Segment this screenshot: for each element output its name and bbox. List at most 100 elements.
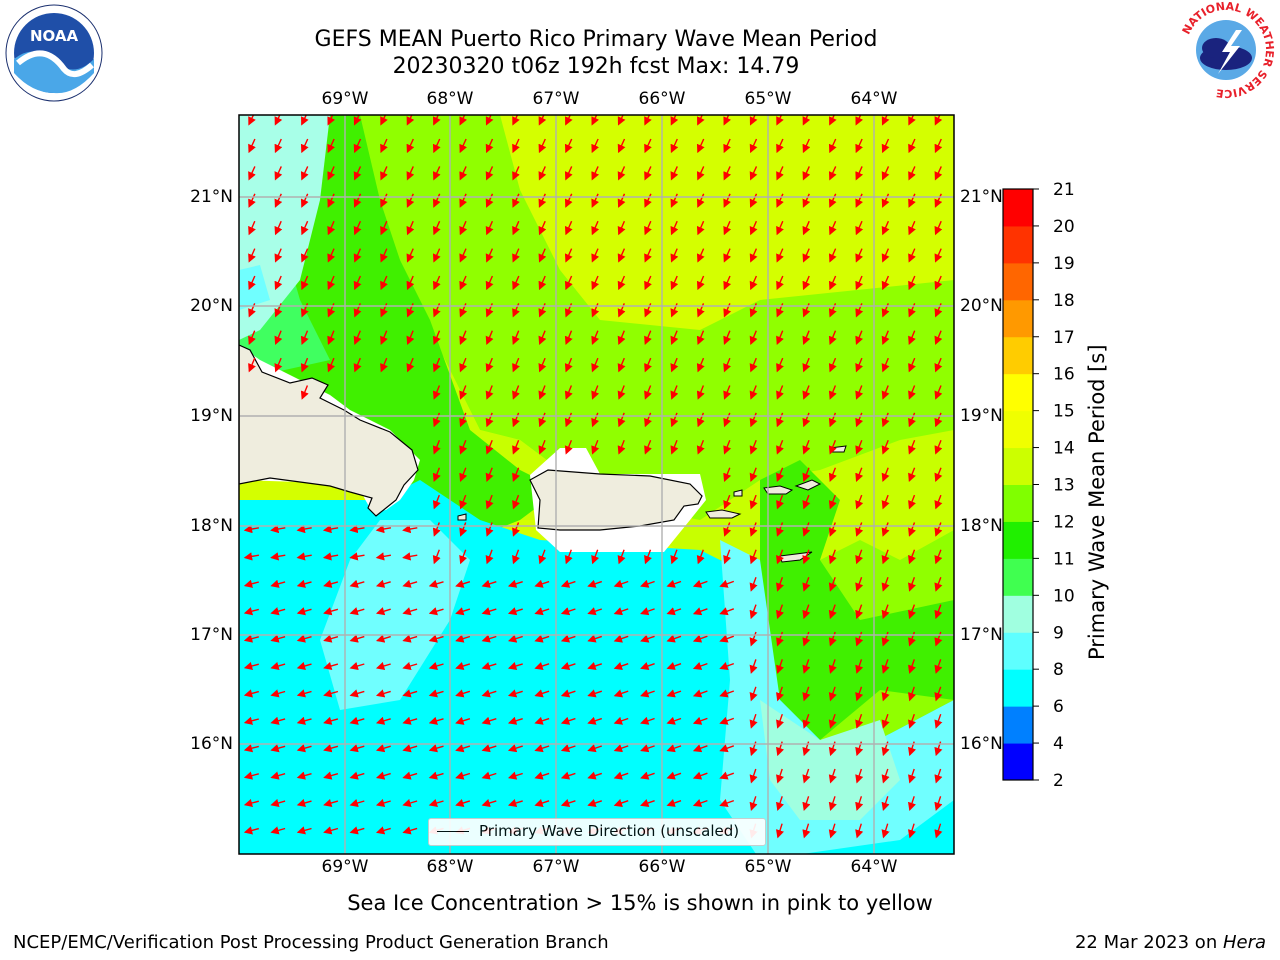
wave-arrow bbox=[855, 494, 864, 510]
wave-arrow bbox=[564, 193, 573, 208]
colorbar-segment bbox=[1003, 373, 1033, 412]
wave-arrow bbox=[564, 412, 573, 428]
wave-arrow bbox=[692, 689, 708, 698]
wave-arrow bbox=[828, 357, 837, 373]
wave-arrow bbox=[881, 385, 890, 400]
wave-arrow bbox=[587, 799, 603, 807]
lat-label-left: 21°N bbox=[190, 187, 233, 207]
wave-arrow bbox=[802, 686, 811, 702]
wave-arrow bbox=[485, 115, 494, 126]
wave-arrow bbox=[749, 796, 758, 812]
wave-arrow bbox=[934, 166, 943, 181]
wave-arrow bbox=[375, 552, 392, 561]
wave-arrow bbox=[749, 440, 758, 455]
wave-arrow bbox=[881, 604, 890, 620]
wave-arrow bbox=[323, 689, 339, 698]
wave-arrow bbox=[512, 522, 520, 537]
wave-arrow bbox=[855, 275, 864, 291]
wave-arrow bbox=[670, 248, 679, 263]
wave-arrow bbox=[485, 275, 494, 291]
wave-arrow bbox=[644, 275, 652, 291]
svg-text:NOAA: NOAA bbox=[30, 27, 79, 45]
colorbar-segment bbox=[1003, 484, 1033, 522]
wave-arrow bbox=[406, 138, 415, 154]
wave-arrow bbox=[243, 579, 259, 588]
wave-arrow bbox=[432, 220, 441, 236]
wave-arrow bbox=[881, 576, 890, 592]
wave-arrow bbox=[270, 689, 286, 698]
colorbar-tick-label: 16 bbox=[1053, 365, 1075, 385]
wave-arrow bbox=[908, 248, 916, 263]
wave-arrow bbox=[481, 798, 497, 808]
wave-arrow bbox=[296, 798, 312, 808]
wave-arrow bbox=[481, 607, 497, 616]
wave-arrow bbox=[828, 330, 837, 345]
lon-label-top: 66°W bbox=[638, 89, 686, 109]
wave-arrow bbox=[538, 357, 547, 373]
wave-arrow bbox=[802, 357, 811, 373]
wave-arrow bbox=[723, 357, 732, 373]
wave-arrow bbox=[349, 661, 365, 671]
wave-arrow bbox=[587, 579, 603, 588]
wave-arrow bbox=[934, 768, 943, 784]
wave-arrow bbox=[776, 166, 784, 181]
wave-arrow bbox=[881, 248, 890, 263]
wave-arrow bbox=[349, 689, 365, 698]
wave-arrow bbox=[613, 716, 629, 725]
wave-arrow bbox=[855, 330, 864, 345]
wave-arrow bbox=[934, 275, 943, 291]
wave-arrow bbox=[428, 607, 444, 616]
wave-arrow bbox=[274, 248, 283, 263]
wave-arrow bbox=[353, 138, 362, 154]
wave-arrow bbox=[296, 716, 312, 725]
wave-arrow bbox=[776, 631, 784, 647]
wave-arrow bbox=[428, 689, 444, 698]
wave-arrow bbox=[564, 220, 573, 236]
wave-arrow bbox=[855, 138, 864, 154]
wave-arrow bbox=[507, 771, 523, 780]
wave-arrow bbox=[644, 412, 652, 428]
wave-arrow bbox=[507, 661, 523, 671]
wave-arrow bbox=[802, 193, 811, 208]
wave-arrow bbox=[776, 275, 784, 291]
wave-arrow bbox=[723, 248, 732, 263]
wave-arrow bbox=[353, 115, 362, 126]
wave-arrow bbox=[934, 823, 943, 839]
wave-arrow bbox=[696, 330, 705, 345]
wave-arrow bbox=[855, 604, 864, 620]
wave-arrow bbox=[855, 549, 864, 565]
wave-arrow bbox=[270, 771, 286, 780]
wave-arrow bbox=[749, 494, 758, 510]
wave-arrow bbox=[323, 826, 339, 835]
wave-arrow bbox=[692, 744, 708, 753]
wave-arrow bbox=[670, 412, 679, 428]
wave-arrow bbox=[512, 494, 520, 510]
wave-arrow bbox=[908, 686, 916, 702]
wave-arrow bbox=[375, 634, 391, 643]
lat-label-right: 16°N bbox=[960, 734, 1003, 754]
wave-arrow bbox=[907, 796, 916, 812]
wave-arrow bbox=[776, 549, 784, 565]
wave-arrow bbox=[776, 412, 784, 428]
wave-arrow bbox=[248, 357, 256, 373]
wave-arrow bbox=[402, 579, 418, 588]
wave-arrow bbox=[380, 357, 388, 373]
wave-arrow bbox=[375, 661, 391, 671]
wave-arrow bbox=[587, 634, 603, 643]
wave-arrow bbox=[802, 330, 811, 345]
wave-arrow bbox=[613, 771, 629, 780]
wave-arrow bbox=[908, 604, 916, 620]
wave-arrow bbox=[270, 607, 286, 616]
wave-arrow bbox=[406, 275, 415, 291]
wave-arrow bbox=[719, 689, 735, 698]
wave-arrow bbox=[749, 357, 758, 373]
wave-arrow bbox=[485, 385, 494, 400]
wave-arrow bbox=[855, 440, 864, 455]
wave-arrow bbox=[432, 138, 441, 154]
wave-arrow bbox=[723, 138, 732, 154]
wave-arrow bbox=[829, 115, 837, 126]
wave-arrow bbox=[692, 662, 708, 670]
lon-label-top: 67°W bbox=[532, 89, 580, 109]
lon-label-bottom: 67°W bbox=[532, 857, 580, 877]
wave-arrow bbox=[428, 716, 444, 725]
